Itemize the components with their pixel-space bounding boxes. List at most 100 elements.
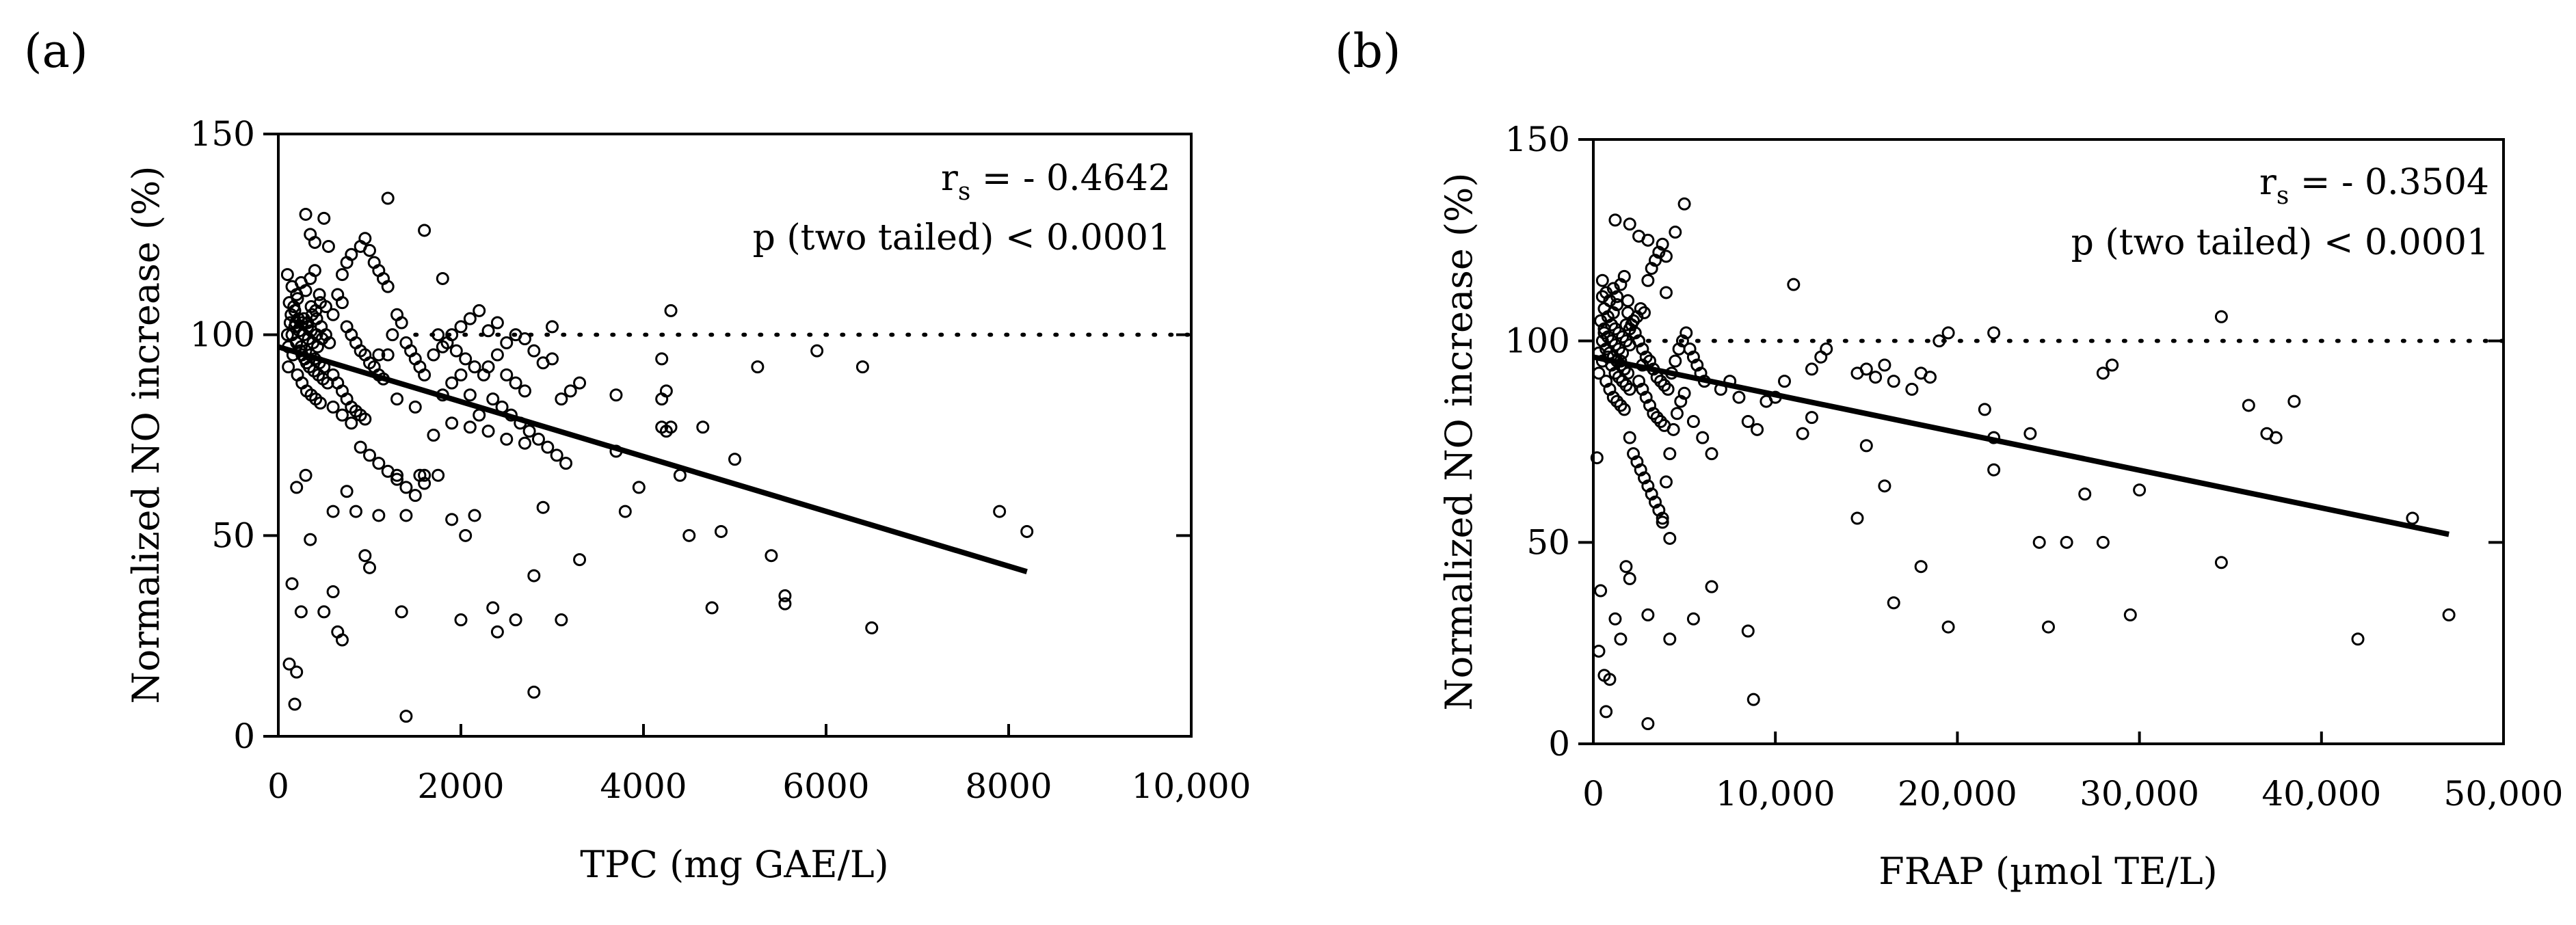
data-point (395, 605, 408, 619)
data-point (335, 268, 349, 282)
data-point (563, 384, 577, 398)
x-tick-label: 0 (1582, 774, 1604, 814)
data-point (1667, 423, 1680, 436)
data-point (454, 320, 468, 334)
data-point (1612, 326, 1625, 340)
data-point (2287, 394, 2301, 408)
x-tick-label: 10,000 (1716, 774, 1835, 814)
data-point (1617, 269, 1631, 283)
data-point (2214, 556, 2228, 569)
data-point (427, 429, 440, 442)
data-point (1608, 338, 1622, 352)
data-point (408, 400, 422, 414)
data-point (778, 589, 792, 602)
data-point (1608, 213, 1622, 227)
data-point (463, 420, 477, 434)
data-point (440, 336, 454, 349)
data-point (345, 247, 358, 261)
data-point (1612, 342, 1625, 356)
data-point (1696, 431, 1710, 444)
data-point (865, 621, 879, 634)
data-point (304, 300, 318, 314)
data-point (1610, 290, 1624, 304)
data-point (358, 232, 372, 245)
y-tick-label: 100 (1505, 321, 1570, 361)
data-point (1608, 612, 1622, 626)
x-tick-label: 20,000 (1898, 774, 2017, 814)
y-tick-label: 100 (190, 315, 255, 355)
data-point (381, 348, 395, 362)
data-point (550, 448, 563, 462)
data-point (454, 613, 468, 627)
data-point (326, 308, 340, 321)
data-point (335, 296, 349, 310)
data-point (546, 352, 559, 366)
data-point (477, 368, 490, 381)
data-point (381, 280, 395, 293)
data-point (427, 348, 440, 362)
data-point (2269, 431, 2283, 444)
data-point (283, 316, 297, 330)
data-point (518, 436, 531, 450)
data-point (431, 328, 445, 342)
data-point (372, 348, 386, 362)
data-point (2442, 608, 2456, 621)
data-point (1619, 378, 1633, 392)
x-tick-label: 10,000 (1132, 766, 1251, 806)
data-point (363, 243, 376, 257)
data-point (289, 316, 302, 330)
data-point (313, 288, 326, 301)
data-point (1597, 669, 1611, 682)
data-point (1641, 273, 1655, 287)
data-point (518, 384, 531, 398)
data-point (454, 368, 468, 381)
data-point (326, 585, 340, 599)
data-point (2096, 535, 2110, 549)
panel-b-regression-line (1593, 354, 2449, 537)
data-point (682, 528, 696, 542)
data-point (304, 533, 317, 546)
data-point (1621, 294, 1635, 308)
data-point (1605, 334, 1619, 348)
data-point (1878, 358, 1891, 372)
data-point (1597, 322, 1611, 336)
data-point (2133, 483, 2147, 497)
data-point (1590, 451, 1604, 465)
panel-b-plot-frame (1592, 138, 2505, 745)
data-point (1614, 399, 1628, 412)
panel-a-p-annotation: p (two tailed) < 0.0001 (753, 217, 1171, 258)
data-point (1679, 326, 1693, 340)
data-point (1592, 366, 1606, 380)
y-tick-label: 0 (1548, 724, 1570, 764)
data-point (1610, 298, 1624, 312)
data-point (1805, 362, 1818, 376)
data-point (527, 569, 541, 582)
data-point (2060, 535, 2073, 549)
data-point (1987, 463, 2001, 477)
data-point (714, 524, 728, 538)
data-point (285, 577, 299, 591)
data-point (1621, 306, 1635, 319)
data-point (1747, 693, 1760, 706)
data-point (1020, 524, 1034, 538)
data-point (481, 425, 495, 438)
data-point (1741, 624, 1755, 638)
data-point (1850, 511, 1864, 525)
data-point (490, 316, 504, 330)
data-point (490, 348, 504, 362)
data-point (1778, 375, 1792, 388)
data-point (290, 665, 304, 679)
data-point (1595, 273, 1609, 287)
data-point (1663, 447, 1677, 461)
data-point (1606, 390, 1620, 404)
data-point (1595, 290, 1609, 304)
data-point (1859, 439, 1873, 453)
data-point (1677, 197, 1691, 211)
y-tick-label: 50 (211, 515, 255, 555)
data-point (664, 304, 678, 317)
data-point (2096, 366, 2110, 380)
data-point (609, 388, 623, 402)
data-point (1647, 407, 1660, 420)
data-point (280, 328, 294, 342)
